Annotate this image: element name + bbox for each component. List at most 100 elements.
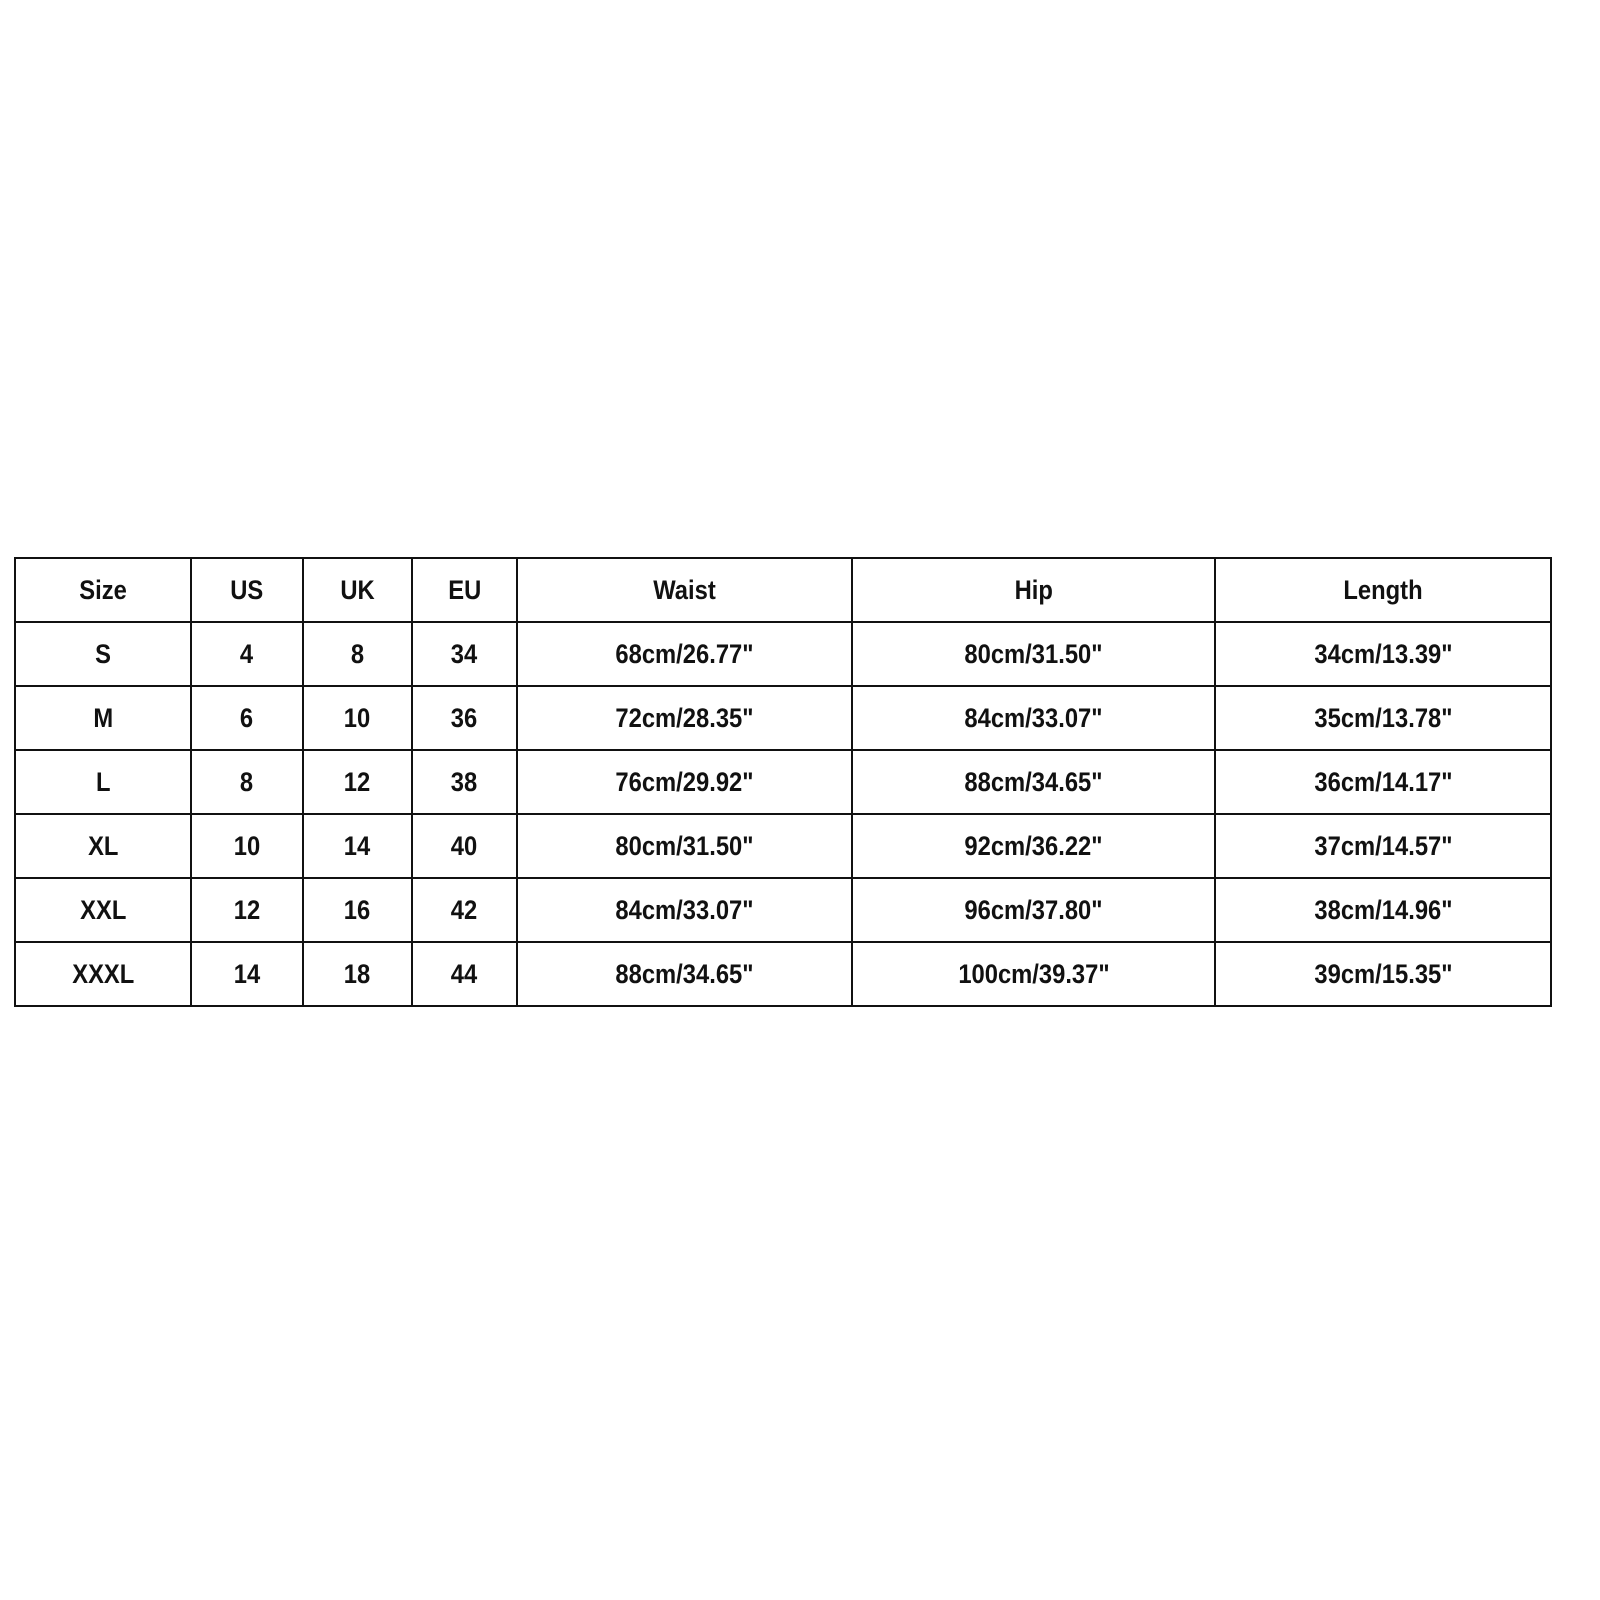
- cell-value: S: [95, 638, 111, 669]
- cell-value: 14: [344, 830, 371, 861]
- cell-value: 36: [451, 702, 478, 733]
- cell-value: 4: [240, 638, 254, 669]
- cell-value: 100cm/39.37": [957, 958, 1110, 989]
- table-row: XL 10 14 40 80cm/31.50" 92cm/36.22" 37cm/14.57…: [14, 813, 1552, 879]
- cell-hip: 100cm/39.37": [851, 941, 1216, 1007]
- cell-value: 18: [344, 958, 371, 989]
- cell-waist: 80cm/31.50": [516, 813, 853, 879]
- cell-value: L: [95, 766, 111, 797]
- cell-value: 35cm/13.78": [1313, 702, 1453, 733]
- cell-size: XL: [14, 813, 192, 879]
- header-label: Waist: [653, 574, 716, 605]
- cell-length: 36cm/14.17": [1214, 749, 1552, 815]
- header-label: Length: [1343, 574, 1423, 605]
- cell-value: 88cm/34.65": [964, 766, 1103, 797]
- cell-uk: 12: [302, 749, 413, 815]
- cell-uk: 18: [302, 941, 413, 1007]
- cell-value: 12: [233, 894, 261, 925]
- cell-eu: 34: [411, 621, 518, 687]
- cell-value: 96cm/37.80": [964, 894, 1103, 925]
- cell-hip: 88cm/34.65": [851, 749, 1216, 815]
- cell-size: L: [14, 749, 192, 815]
- cell-eu: 42: [411, 877, 518, 943]
- cell-value: 72cm/28.35": [615, 702, 754, 733]
- cell-length: 37cm/14.57": [1214, 813, 1552, 879]
- cell-uk: 8: [302, 621, 413, 687]
- cell-value: 36cm/14.17": [1313, 766, 1453, 797]
- header-label: Size: [79, 574, 127, 605]
- cell-value: 34: [451, 638, 478, 669]
- cell-hip: 80cm/31.50": [851, 621, 1216, 687]
- cell-value: XXL: [79, 894, 127, 925]
- cell-hip: 96cm/37.80": [851, 877, 1216, 943]
- cell-waist: 88cm/34.65": [516, 941, 853, 1007]
- cell-value: 44: [451, 958, 478, 989]
- size-chart-table: Size US UK EU Waist Hip Length S 4 8 34 68cm/26.77…: [14, 557, 1552, 1007]
- cell-value: 10: [344, 702, 371, 733]
- table-row: M 6 10 36 72cm/28.35" 84cm/33.07" 35cm/13.78": [14, 685, 1552, 751]
- table-row: XXXL 14 18 44 88cm/34.65" 100cm/39.37" 39cm/15…: [14, 941, 1552, 1007]
- cell-eu: 36: [411, 685, 518, 751]
- cell-eu: 40: [411, 813, 518, 879]
- cell-length: 39cm/15.35": [1214, 941, 1552, 1007]
- header-row: Size US UK EU Waist Hip Length: [14, 557, 1552, 623]
- cell-size: XXXL: [14, 941, 192, 1007]
- cell-value: 84cm/33.07": [615, 894, 754, 925]
- cell-value: 68cm/26.77": [615, 638, 754, 669]
- header-size: Size: [14, 557, 192, 623]
- cell-us: 12: [190, 877, 304, 943]
- cell-hip: 84cm/33.07": [851, 685, 1216, 751]
- cell-value: 34cm/13.39": [1313, 638, 1453, 669]
- header-uk: UK: [302, 557, 413, 623]
- cell-waist: 68cm/26.77": [516, 621, 853, 687]
- cell-eu: 38: [411, 749, 518, 815]
- cell-value: 80cm/31.50": [964, 638, 1103, 669]
- cell-us: 8: [190, 749, 304, 815]
- cell-value: 14: [233, 958, 261, 989]
- cell-value: 8: [240, 766, 254, 797]
- cell-us: 14: [190, 941, 304, 1007]
- header-us: US: [190, 557, 304, 623]
- cell-value: 16: [344, 894, 371, 925]
- cell-value: XL: [87, 830, 119, 861]
- cell-waist: 76cm/29.92": [516, 749, 853, 815]
- cell-size: M: [14, 685, 192, 751]
- header-label: EU: [447, 574, 481, 605]
- cell-length: 38cm/14.96": [1214, 877, 1552, 943]
- cell-uk: 14: [302, 813, 413, 879]
- cell-waist: 84cm/33.07": [516, 877, 853, 943]
- cell-us: 4: [190, 621, 304, 687]
- header-label: Hip: [1014, 574, 1053, 605]
- cell-uk: 10: [302, 685, 413, 751]
- cell-value: 39cm/15.35": [1313, 958, 1453, 989]
- cell-value: 76cm/29.92": [615, 766, 754, 797]
- header-label: US: [230, 574, 264, 605]
- cell-value: 8: [350, 638, 365, 669]
- cell-length: 34cm/13.39": [1214, 621, 1552, 687]
- table-row: S 4 8 34 68cm/26.77" 80cm/31.50" 34cm/13.39": [14, 621, 1552, 687]
- cell-value: M: [93, 702, 113, 733]
- cell-uk: 16: [302, 877, 413, 943]
- header-length: Length: [1214, 557, 1552, 623]
- header-waist: Waist: [516, 557, 853, 623]
- cell-hip: 92cm/36.22": [851, 813, 1216, 879]
- cell-size: XXL: [14, 877, 192, 943]
- header-hip: Hip: [851, 557, 1216, 623]
- cell-waist: 72cm/28.35": [516, 685, 853, 751]
- cell-value: 10: [233, 830, 261, 861]
- cell-value: 84cm/33.07": [964, 702, 1103, 733]
- cell-value: 42: [451, 894, 478, 925]
- cell-value: 6: [240, 702, 254, 733]
- header-eu: EU: [411, 557, 518, 623]
- cell-value: 12: [344, 766, 371, 797]
- cell-value: 38: [451, 766, 478, 797]
- cell-value: XXXL: [71, 958, 135, 989]
- cell-length: 35cm/13.78": [1214, 685, 1552, 751]
- header-label: UK: [340, 574, 375, 605]
- cell-value: 88cm/34.65": [615, 958, 754, 989]
- cell-us: 6: [190, 685, 304, 751]
- cell-value: 80cm/31.50": [615, 830, 754, 861]
- cell-value: 38cm/14.96": [1313, 894, 1453, 925]
- cell-value: 92cm/36.22": [964, 830, 1103, 861]
- cell-size: S: [14, 621, 192, 687]
